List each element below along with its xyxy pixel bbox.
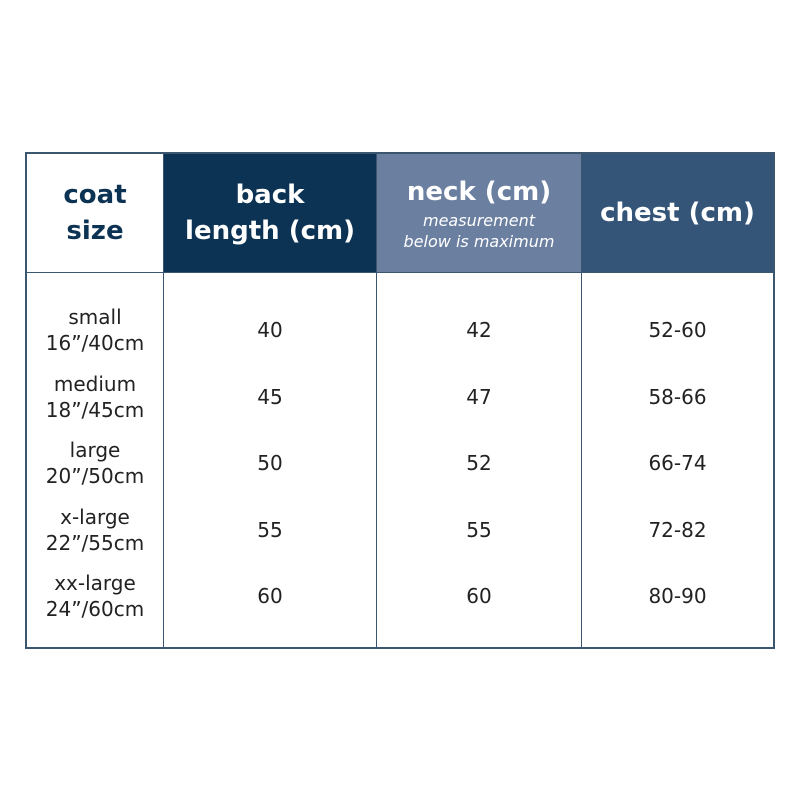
size-column: small 16”/40cm medium 18”/45cm large 20”/50cm… — [25, 272, 164, 648]
header-row: coat size back length (cm) neck (cm) measur… — [25, 152, 775, 273]
size-cell-text: xx-large — [54, 571, 136, 596]
size-cell-text: x-large — [60, 504, 130, 529]
back-cell-text: 55 — [257, 517, 283, 542]
size-cell: large 20”/50cm — [27, 430, 163, 497]
header-coat-size: coat size — [25, 152, 164, 273]
size-cell-text: 16”/40cm — [45, 331, 145, 356]
chest-cell: 80-90 — [582, 563, 773, 630]
back-cell: 55 — [164, 497, 376, 564]
back-column: 40 45 50 55 60 — [163, 272, 377, 648]
header-text: back — [235, 180, 305, 210]
back-cell-text: 45 — [257, 384, 283, 409]
neck-cell: 42 — [377, 297, 581, 364]
back-cell-text: 60 — [257, 584, 283, 609]
size-cell-text: 18”/45cm — [45, 397, 145, 422]
size-cell: xx-large 24”/60cm — [27, 563, 163, 630]
header-chest: chest (cm) — [581, 152, 775, 273]
chest-cell: 58-66 — [582, 364, 773, 431]
back-cell: 45 — [164, 364, 376, 431]
chest-cell: 66-74 — [582, 430, 773, 497]
header-note: below is maximum — [403, 232, 555, 251]
header-neck: neck (cm) measurement below is maximum — [376, 152, 582, 273]
size-cell-text: 24”/60cm — [45, 597, 145, 622]
size-cell-text: 20”/50cm — [45, 464, 145, 489]
size-chart-table: coat size back length (cm) neck (cm) measur… — [25, 152, 775, 649]
chest-cell-text: 58-66 — [648, 384, 707, 409]
header-text: coat — [63, 180, 127, 210]
size-cell-text: large — [69, 438, 121, 463]
neck-column: 42 47 52 55 60 — [376, 272, 582, 648]
back-cell-text: 40 — [257, 318, 283, 343]
chest-cell-text: 52-60 — [648, 318, 707, 343]
chest-cell: 52-60 — [582, 297, 773, 364]
chest-cell-text: 80-90 — [648, 584, 707, 609]
header-text: neck (cm) — [406, 177, 552, 207]
neck-cell-text: 55 — [466, 517, 492, 542]
size-cell-text: small — [68, 305, 122, 330]
back-cell: 40 — [164, 297, 376, 364]
chest-column: 52-60 58-66 66-74 72-82 80-90 — [581, 272, 775, 648]
size-cell: x-large 22”/55cm — [27, 497, 163, 564]
chest-cell: 72-82 — [582, 497, 773, 564]
size-cell: medium 18”/45cm — [27, 364, 163, 431]
header-back-length: back length (cm) — [163, 152, 377, 273]
back-cell-text: 50 — [257, 451, 283, 476]
neck-cell: 60 — [377, 563, 581, 630]
neck-cell: 47 — [377, 364, 581, 431]
size-cell-text: 22”/55cm — [45, 530, 145, 555]
header-text: size — [66, 216, 124, 246]
back-cell: 50 — [164, 430, 376, 497]
chest-cell-text: 66-74 — [648, 451, 707, 476]
header-text: length (cm) — [185, 216, 355, 246]
neck-cell-text: 52 — [466, 451, 492, 476]
header-text: chest (cm) — [600, 198, 755, 228]
neck-cell-text: 47 — [466, 384, 492, 409]
body: small 16”/40cm medium 18”/45cm large 20”/50cm… — [25, 272, 775, 648]
header-note: measurement — [423, 211, 535, 230]
neck-cell: 52 — [377, 430, 581, 497]
neck-cell-text: 60 — [466, 584, 492, 609]
back-cell: 60 — [164, 563, 376, 630]
chest-cell-text: 72-82 — [648, 517, 707, 542]
size-cell-text: medium — [53, 371, 137, 396]
neck-cell-text: 42 — [466, 318, 492, 343]
neck-cell: 55 — [377, 497, 581, 564]
size-cell: small 16”/40cm — [27, 297, 163, 364]
